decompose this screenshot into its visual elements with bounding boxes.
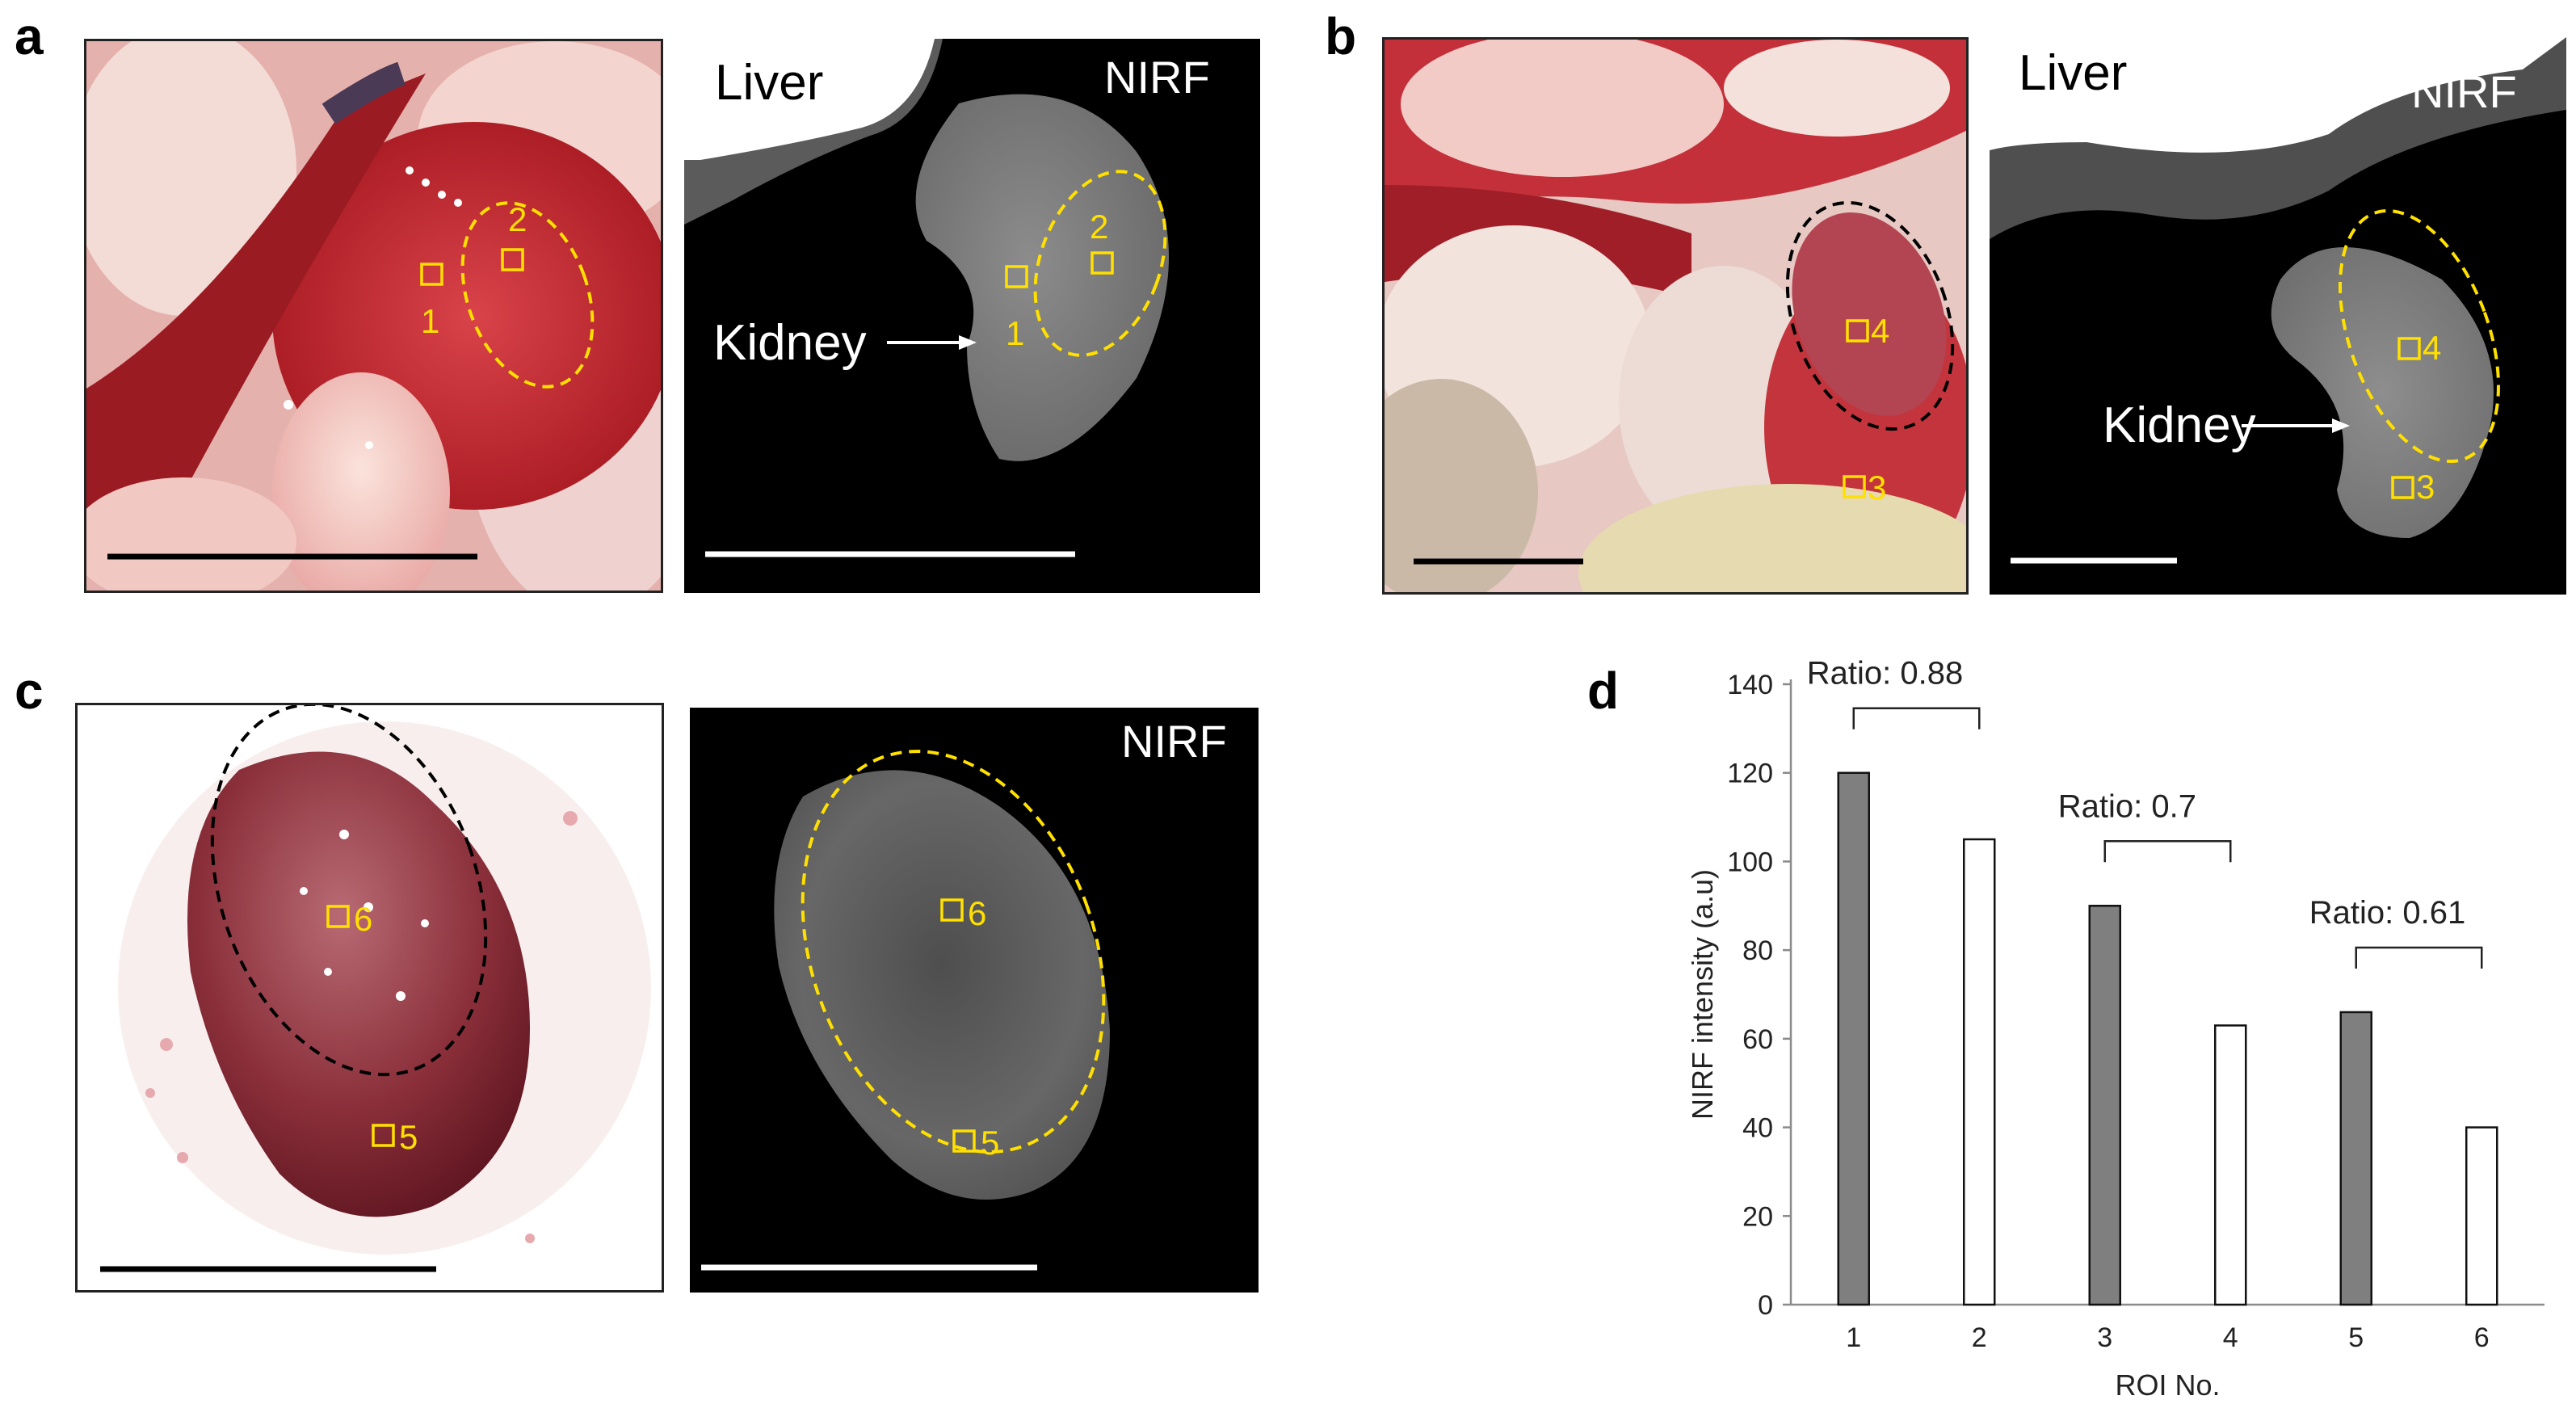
x-tick-label: 5 xyxy=(2348,1322,2364,1353)
panel-b-nirf-graphic xyxy=(1990,37,2566,595)
ratio-bracket xyxy=(1852,707,1981,729)
x-tick-label: 4 xyxy=(2223,1322,2238,1353)
nirf-label: NIRF xyxy=(1121,716,1227,767)
roi-label-2: 2 xyxy=(1090,208,1109,246)
bar-2 xyxy=(1963,838,1996,1306)
ratio-annotation: Ratio: 0.7 xyxy=(2058,788,2196,824)
y-tick-label: 80 xyxy=(1742,935,1773,966)
roi-label-6: 6 xyxy=(968,894,987,932)
kidney-label: Kidney xyxy=(713,315,867,371)
y-tick-label: 100 xyxy=(1727,847,1773,877)
bar-5 xyxy=(2339,1011,2372,1306)
roi-label-6: 6 xyxy=(354,900,373,938)
y-tick-label: 140 xyxy=(1727,670,1773,700)
panel-c-nirf-graphic xyxy=(690,708,1259,1293)
bar-6 xyxy=(2465,1126,2498,1306)
x-tick-label: 2 xyxy=(1972,1322,1987,1353)
ratio-bracket xyxy=(2103,840,2232,863)
roi-label-5: 5 xyxy=(399,1118,418,1156)
y-tick-label: 40 xyxy=(1742,1113,1773,1144)
x-axis-title: ROI No. xyxy=(2115,1368,2220,1402)
ratio-annotation: Ratio: 0.61 xyxy=(2309,895,2465,931)
bar-chart: 0 20 40 60 80 100 120 140 1 2 3 4 5 6 ROI No. NIRF inte… xyxy=(1686,656,2544,1402)
kidney-label: Kidney xyxy=(2103,397,2256,453)
panel-b-nirf: Liver NIRF Kidney 4 3 xyxy=(1990,37,2566,595)
roi-label-3: 3 xyxy=(2416,468,2435,506)
roi-label-5: 5 xyxy=(981,1124,1000,1162)
panel-a-photo-graphic xyxy=(86,41,661,591)
x-tick-label: 6 xyxy=(2474,1322,2490,1353)
bar-4 xyxy=(2214,1024,2247,1306)
panel-d-chart: 0 20 40 60 80 100 120 140 1 2 3 4 5 6 ROI No. NIRF inte… xyxy=(1648,646,2576,1425)
panel-b-photo: 4 3 xyxy=(1382,37,1969,595)
roi-label-4: 4 xyxy=(1871,312,1890,350)
x-tick-label: 1 xyxy=(1846,1322,1861,1353)
panel-a-nirf: Liver NIRF Kidney 1 2 xyxy=(684,39,1260,593)
bar-3 xyxy=(2088,905,2121,1306)
panel-c-photo-graphic xyxy=(78,705,662,1290)
roi-label-2: 2 xyxy=(508,200,527,238)
panel-a-photo: 1 2 xyxy=(84,39,663,593)
liver-label: Liver xyxy=(715,55,824,111)
panel-letter-c: c xyxy=(15,662,44,720)
y-tick-label: 60 xyxy=(1742,1024,1773,1055)
y-tick-label: 120 xyxy=(1727,759,1773,789)
roi-label-3: 3 xyxy=(1868,469,1887,507)
panel-letter-b: b xyxy=(1325,7,1357,65)
y-axis-title: NIRF intensity (a.u) xyxy=(1686,869,1719,1120)
roi-label-1: 1 xyxy=(1006,314,1025,352)
bar-1 xyxy=(1837,771,1870,1306)
panel-letter-a: a xyxy=(15,7,44,65)
y-tick-label: 20 xyxy=(1742,1201,1773,1232)
panel-a-nirf-graphic xyxy=(684,39,1260,593)
ratio-bracket xyxy=(2355,946,2483,969)
nirf-label: NIRF xyxy=(2411,66,2517,117)
liver-label: Liver xyxy=(2019,45,2128,101)
y-tick-label: 0 xyxy=(1758,1290,1773,1321)
roi-label-1: 1 xyxy=(421,302,440,340)
panel-c-nirf: NIRF 6 5 xyxy=(690,708,1259,1293)
roi-label-4: 4 xyxy=(2423,329,2442,367)
panel-letter-d: d xyxy=(1587,662,1620,720)
nirf-label: NIRF xyxy=(1104,52,1210,103)
panel-c-photo: 6 5 xyxy=(75,703,664,1293)
ratio-annotation: Ratio: 0.88 xyxy=(1807,656,1963,691)
panel-b-photo-graphic xyxy=(1385,40,1966,592)
x-tick-label: 3 xyxy=(2097,1322,2112,1353)
